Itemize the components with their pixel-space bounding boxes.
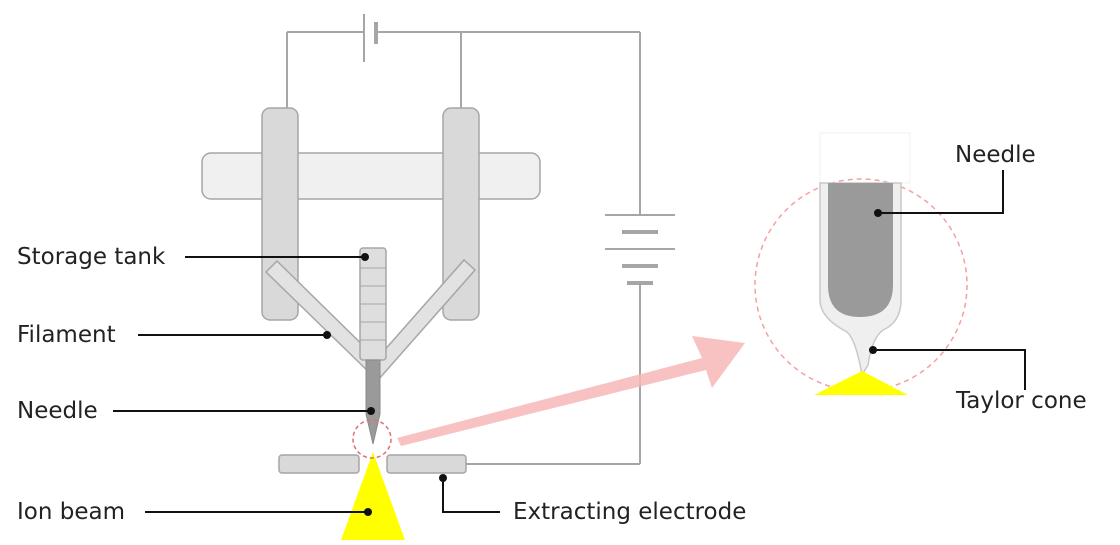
label-storage-tank: Storage tank [17, 244, 166, 270]
zoom-taylor-cone [814, 371, 908, 395]
label-filament: Filament [17, 322, 116, 348]
label-needle: Needle [17, 398, 98, 424]
high-voltage-source-symbol [605, 214, 675, 285]
small-battery-symbol [363, 14, 378, 62]
extracting-electrode-right [386, 454, 467, 474]
zoom-needle-core [828, 183, 893, 317]
zoom-arrow [397, 336, 745, 446]
extracting-electrode-left [278, 454, 360, 474]
circuit-wires [286, 31, 641, 465]
label-extracting-electrode: Extracting electrode [513, 499, 747, 525]
needle-tip-highlight [352, 419, 392, 459]
leader-lines [113, 170, 1026, 513]
storage-tank [359, 247, 387, 361]
zoom-detail [754, 132, 968, 395]
ion-beam [341, 452, 405, 540]
label-taylor-cone: Taylor cone [956, 388, 1087, 414]
horizontal-support-bar [201, 152, 541, 200]
needle [365, 359, 381, 445]
label-needle-zoom: Needle [955, 142, 1036, 168]
leader-dots [323, 209, 882, 516]
label-ion-beam: Ion beam [17, 499, 125, 525]
